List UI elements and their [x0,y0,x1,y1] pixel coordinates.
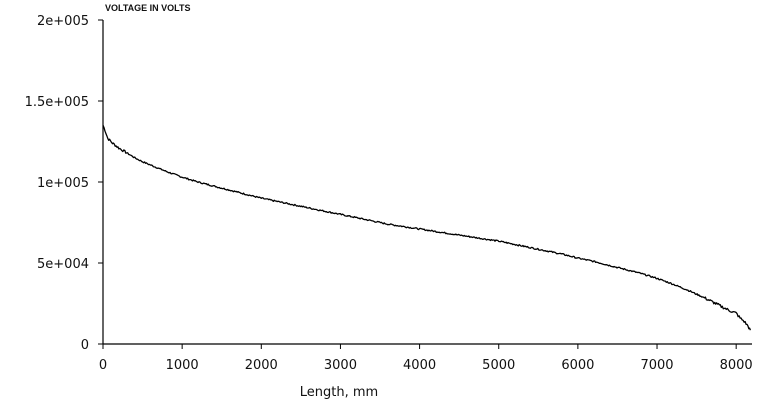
x-axis-label: Length, mm [300,385,378,400]
x-ticks: 0 1000 2000 3000 4000 5000 6000 7000 8000 [99,344,753,373]
y-tick-label: 0 [81,338,89,353]
x-tick-label: 2000 [245,358,278,373]
series-line [102,125,752,331]
y-tick-label: 1.5e+005 [25,95,89,110]
x-tick-label: 3000 [324,358,357,373]
x-tick-label: 6000 [561,358,594,373]
x-tick-label: 5000 [482,358,515,373]
y-ticks: 0 5e+004 1e+005 1.5e+005 2e+005 [25,14,103,353]
chart-title: VOLTAGE IN VOLTS [105,3,191,13]
x-tick-label: 1000 [166,358,199,373]
x-tick-label: 7000 [640,358,673,373]
y-tick-label: 2e+005 [37,14,89,29]
x-tick-label: 4000 [403,358,436,373]
y-tick-label: 1e+005 [37,176,89,191]
x-tick-label: 0 [99,358,107,373]
x-tick-label: 8000 [720,358,753,373]
y-tick-label: 5e+004 [37,257,89,272]
